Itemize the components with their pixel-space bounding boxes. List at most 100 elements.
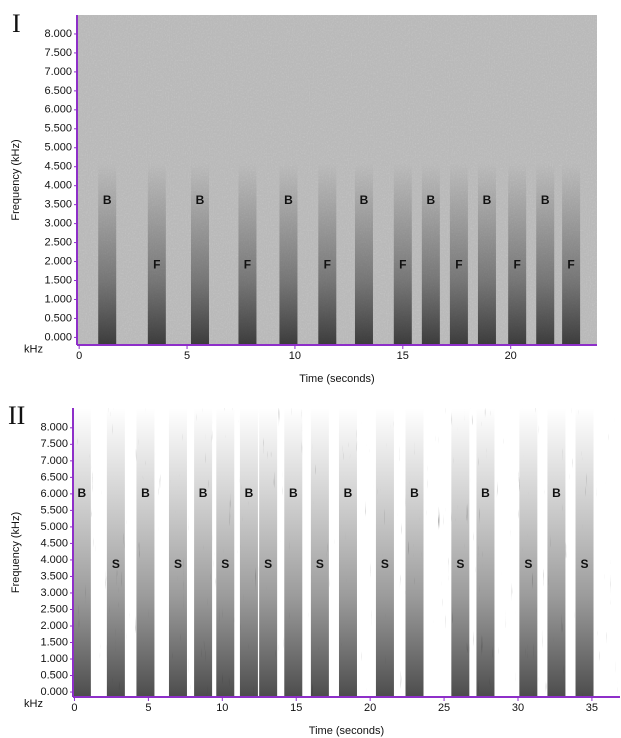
sound-event bbox=[508, 163, 527, 345]
y-tick-label: 4.500 bbox=[40, 537, 68, 549]
x-tick-label: 35 bbox=[586, 702, 598, 714]
y-tick-label: 4.000 bbox=[40, 554, 68, 566]
y-tick-label: 7.000 bbox=[44, 66, 72, 78]
x-tick-label: 15 bbox=[290, 702, 302, 714]
sound-event bbox=[354, 163, 373, 345]
y-tick-label: 8.000 bbox=[40, 422, 68, 434]
y-unit: kHz bbox=[24, 698, 43, 710]
sound-event bbox=[194, 408, 213, 697]
y-tick-label: 2.000 bbox=[44, 255, 72, 267]
annotation: B bbox=[141, 486, 150, 500]
y-tick-label: 3.500 bbox=[44, 199, 72, 211]
x-tick-label: 0 bbox=[71, 702, 77, 714]
y-tick-label: 1.500 bbox=[44, 274, 72, 286]
x-tick-label: 20 bbox=[505, 350, 517, 362]
y-tick-label: 6.000 bbox=[40, 488, 68, 500]
annotation: B bbox=[481, 486, 490, 500]
annotation: F bbox=[324, 258, 331, 272]
annotation: S bbox=[524, 557, 532, 571]
y-tick-label: 3.000 bbox=[40, 587, 68, 599]
sound-event bbox=[259, 408, 278, 697]
annotation: B bbox=[360, 193, 369, 207]
y-tick-label: 1.500 bbox=[40, 636, 68, 648]
sound-event bbox=[318, 163, 337, 345]
sound-event bbox=[73, 408, 91, 697]
x-tick-label: 5 bbox=[184, 350, 190, 362]
y-tick-label: 4.500 bbox=[44, 161, 72, 173]
annotation: S bbox=[316, 557, 324, 571]
sound-event bbox=[477, 163, 496, 345]
sound-event bbox=[547, 408, 566, 697]
y-tick-label: 2.500 bbox=[40, 603, 68, 615]
y-tick-label: 0.000 bbox=[44, 331, 72, 343]
annotation: S bbox=[221, 557, 229, 571]
annotation: S bbox=[264, 557, 272, 571]
annotation: B bbox=[427, 193, 436, 207]
sound-event bbox=[449, 163, 468, 345]
annotation: F bbox=[513, 258, 520, 272]
sound-event bbox=[476, 408, 495, 697]
x-tick-label: 5 bbox=[145, 702, 151, 714]
annotation: S bbox=[112, 557, 120, 571]
annotation: S bbox=[456, 557, 464, 571]
annotation: B bbox=[196, 193, 205, 207]
y-tick-label: 0.000 bbox=[40, 686, 68, 698]
y-tick-label: 7.500 bbox=[44, 47, 72, 59]
x-tick-label: 30 bbox=[512, 702, 524, 714]
sound-event bbox=[147, 163, 166, 345]
y-tick-label: 5.500 bbox=[40, 504, 68, 516]
annotation: B bbox=[78, 486, 87, 500]
panel-label: I bbox=[12, 9, 21, 38]
sound-event bbox=[279, 163, 298, 345]
sound-event bbox=[575, 408, 594, 697]
sound-event bbox=[536, 163, 555, 345]
x-tick-label: 10 bbox=[216, 702, 228, 714]
annotation: B bbox=[483, 193, 492, 207]
y-tick-label: 3.500 bbox=[40, 570, 68, 582]
spectrogram bbox=[77, 15, 597, 345]
y-tick-label: 2.000 bbox=[40, 620, 68, 632]
sound-event bbox=[284, 408, 303, 697]
y-unit: kHz bbox=[24, 343, 43, 355]
sound-event bbox=[98, 163, 117, 345]
y-tick-label: 1.000 bbox=[44, 293, 72, 305]
y-tick-label: 5.000 bbox=[44, 142, 72, 154]
y-tick-label: 5.500 bbox=[44, 123, 72, 135]
y-tick-label: 6.000 bbox=[44, 104, 72, 116]
x-tick-label: 20 bbox=[364, 702, 376, 714]
sound-event bbox=[310, 408, 329, 697]
y-tick-label: 6.500 bbox=[44, 85, 72, 97]
spectrogram bbox=[73, 408, 620, 697]
y-tick-label: 7.500 bbox=[40, 438, 68, 450]
x-tick-label: 25 bbox=[438, 702, 450, 714]
sound-event bbox=[190, 163, 209, 345]
annotation: B bbox=[245, 486, 254, 500]
annotation: B bbox=[199, 486, 208, 500]
y-tick-label: 6.500 bbox=[40, 471, 68, 483]
sound-event bbox=[338, 408, 357, 697]
y-tick-label: 8.000 bbox=[44, 28, 72, 40]
sound-event bbox=[375, 408, 394, 697]
x-tick-label: 10 bbox=[289, 350, 301, 362]
annotation: S bbox=[174, 557, 182, 571]
sound-event bbox=[106, 408, 125, 697]
x-tick-label: 15 bbox=[397, 350, 409, 362]
annotation: B bbox=[103, 193, 112, 207]
annotation: F bbox=[567, 258, 574, 272]
y-axis-label: Frequency (kHz) bbox=[10, 139, 22, 220]
sound-event bbox=[421, 163, 440, 345]
annotation: S bbox=[581, 557, 589, 571]
y-tick-label: 3.000 bbox=[44, 218, 72, 230]
sound-event bbox=[405, 408, 424, 697]
sound-event bbox=[393, 163, 412, 345]
y-tick-label: 4.000 bbox=[44, 180, 72, 192]
annotation: B bbox=[410, 486, 419, 500]
annotation: B bbox=[289, 486, 298, 500]
y-axis-label: Frequency (kHz) bbox=[10, 512, 22, 593]
y-tick-label: 0.500 bbox=[40, 669, 68, 681]
annotation: F bbox=[244, 258, 251, 272]
annotation: B bbox=[284, 193, 293, 207]
y-tick-label: 5.000 bbox=[40, 521, 68, 533]
